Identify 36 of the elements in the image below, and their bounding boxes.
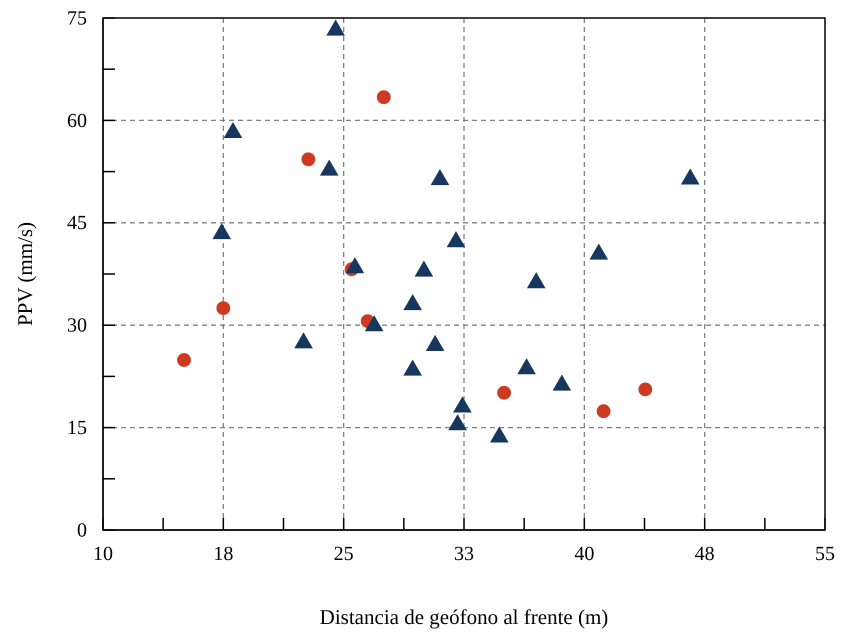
point bbox=[517, 358, 536, 374]
point bbox=[294, 332, 313, 348]
point bbox=[426, 334, 444, 352]
y-tick-label: 45 bbox=[67, 212, 87, 234]
point bbox=[448, 414, 467, 430]
x-tick-label: 25 bbox=[334, 543, 354, 566]
point bbox=[552, 374, 572, 391]
point bbox=[430, 169, 450, 186]
x-tick-label: 48 bbox=[694, 543, 715, 566]
y-axis-title: PPV (mm/s) bbox=[13, 222, 37, 326]
x-axis-title: Distancia de geófono al frente (m) bbox=[320, 605, 608, 629]
x-tick-label: 18 bbox=[213, 543, 234, 566]
y-tick-label: 15 bbox=[67, 417, 87, 439]
x-tick-label: 40 bbox=[574, 543, 594, 566]
point bbox=[526, 272, 546, 288]
point bbox=[320, 159, 339, 176]
point bbox=[680, 168, 700, 184]
point bbox=[446, 231, 466, 248]
y-tick-label: 30 bbox=[67, 314, 87, 337]
x-tick-label: 10 bbox=[93, 543, 113, 566]
point bbox=[414, 260, 434, 277]
point bbox=[364, 315, 384, 332]
point bbox=[224, 122, 242, 138]
point bbox=[490, 426, 509, 443]
point bbox=[403, 294, 422, 310]
y-tick-label: 75 bbox=[67, 7, 87, 30]
point bbox=[589, 243, 608, 260]
y-tick-label: 60 bbox=[67, 110, 87, 132]
point bbox=[453, 396, 472, 412]
point bbox=[212, 222, 232, 240]
x-tick-label: 33 bbox=[454, 543, 474, 566]
point bbox=[326, 20, 345, 36]
point bbox=[403, 360, 422, 376]
point bbox=[346, 257, 364, 274]
x-tick-label: 55 bbox=[815, 543, 835, 566]
y-tick-label: 0 bbox=[77, 519, 87, 542]
